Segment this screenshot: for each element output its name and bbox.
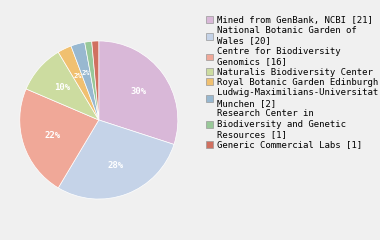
Wedge shape xyxy=(20,89,99,188)
Legend: Mined from GenBank, NCBI [21], National Botanic Garden of
Wales [20], Centre for: Mined from GenBank, NCBI [21], National … xyxy=(206,16,380,149)
Wedge shape xyxy=(92,41,99,120)
Text: 10%: 10% xyxy=(54,83,70,92)
Wedge shape xyxy=(26,52,99,120)
Text: 30%: 30% xyxy=(130,87,147,96)
Wedge shape xyxy=(58,46,99,120)
Wedge shape xyxy=(99,41,178,144)
Text: 2%: 2% xyxy=(73,73,82,79)
Text: 2%: 2% xyxy=(82,70,90,76)
Text: 22%: 22% xyxy=(44,131,60,140)
Wedge shape xyxy=(85,41,99,120)
Wedge shape xyxy=(71,42,99,120)
Wedge shape xyxy=(58,120,174,199)
Text: 28%: 28% xyxy=(108,161,124,170)
